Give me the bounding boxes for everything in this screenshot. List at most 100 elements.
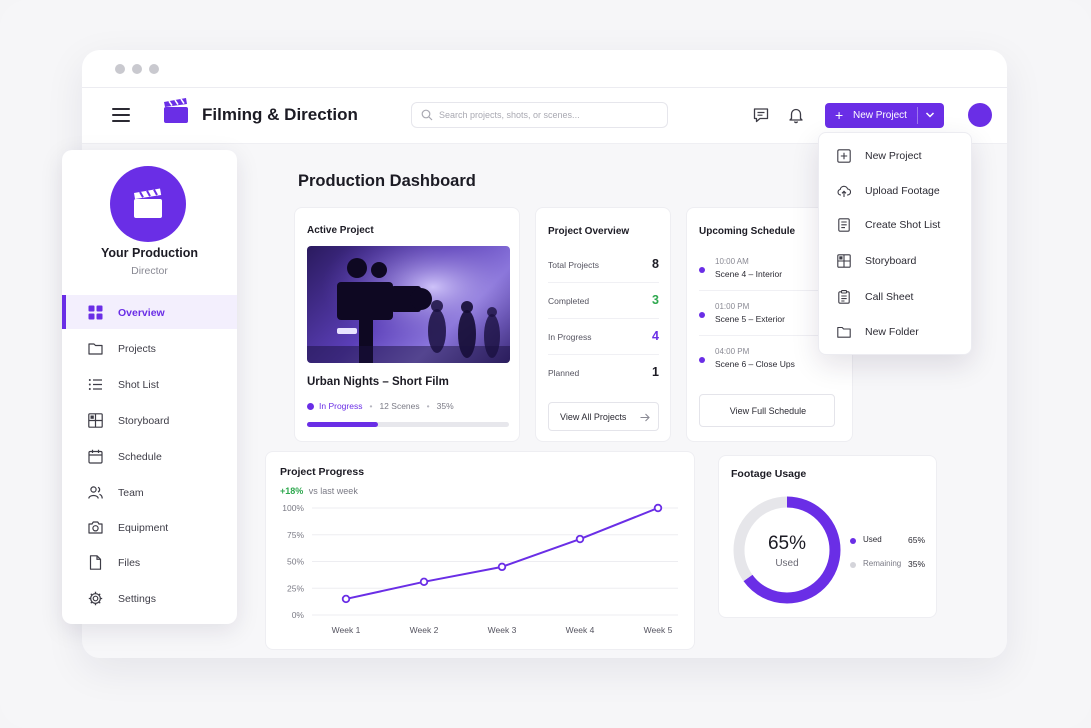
project-progress-bar (307, 422, 509, 427)
overview-row: Completed 3 (548, 283, 659, 319)
view-all-projects-button[interactable]: View All Projects (548, 402, 659, 431)
sidebar-item-label: Storyboard (118, 415, 170, 427)
new-project-button[interactable]: + New Project (825, 103, 944, 128)
legend-dot (850, 562, 856, 568)
progress-fill (307, 422, 378, 427)
legend-name: Used (863, 535, 882, 544)
button-label: View Full Schedule (729, 406, 807, 416)
y-tick-label: 50% (287, 557, 304, 567)
menu-item-new-folder[interactable]: New Folder (819, 315, 973, 349)
series-line (345, 507, 659, 600)
menu-item-call-sheet[interactable]: Call Sheet (819, 280, 973, 314)
schedule-scene: Scene 5 – Exterior (715, 314, 785, 324)
sidebar-item-settings[interactable]: Settings (62, 581, 237, 615)
sidebar-item-files[interactable]: Files (62, 545, 237, 579)
menu-item-storyboard[interactable]: Storyboard (819, 244, 973, 278)
plus-icon: + (835, 107, 844, 123)
window-dot[interactable] (132, 64, 142, 74)
list-icon (88, 379, 102, 390)
sidebar-item-storyboard[interactable]: Storyboard (62, 403, 237, 437)
menu-item-label: Storyboard (865, 255, 917, 267)
legend-name: Remaining (863, 559, 902, 568)
schedule-time: 04:00 PM (715, 347, 750, 356)
y-tick-label: 25% (287, 583, 304, 593)
sidebar-item-team[interactable]: Team (62, 475, 237, 509)
donut-chart (733, 496, 841, 604)
menu-item-label: Create Shot List (865, 219, 941, 231)
schedule-time: 10:00 AM (715, 257, 749, 266)
active-project-card: Active Project Urban Ni (294, 207, 520, 442)
project-meta: In Progress • 12 Scenes • 35% (307, 401, 454, 411)
project-name: Urban Nights – Short Film (307, 376, 449, 388)
message-icon[interactable] (752, 106, 770, 124)
data-point (341, 594, 351, 604)
sidebar-item-label: Projects (118, 343, 156, 355)
sidebar-item-projects[interactable]: Projects (62, 331, 237, 365)
overview-label: Planned (548, 368, 580, 378)
change-suffix: vs last week (308, 486, 358, 496)
card-title: Footage Usage (731, 468, 807, 480)
grid-icon (88, 305, 103, 320)
data-point (653, 503, 663, 513)
menu-item-new-project[interactable]: New Project (819, 139, 973, 173)
data-point (575, 534, 585, 544)
production-avatar (110, 166, 186, 242)
app-title: Filming & Direction (202, 105, 358, 124)
schedule-dot (699, 312, 705, 318)
overview-row: Total Projects 8 (548, 247, 659, 283)
chevron-down-icon[interactable] (925, 111, 935, 119)
progress-change: +18% vs last week (280, 486, 358, 496)
search-bar[interactable] (411, 102, 668, 128)
document-icon (838, 218, 850, 232)
scene-count: 12 Scenes (379, 401, 420, 411)
x-tick-label: Week 1 (332, 625, 361, 635)
sidebar-item-overview[interactable]: Overview (62, 295, 237, 329)
card-title: Active Project (307, 225, 374, 236)
legend-item: Remaining 35% (850, 559, 930, 571)
button-label: View All Projects (560, 412, 627, 422)
bell-icon[interactable] (787, 106, 805, 124)
folder-icon (88, 343, 103, 355)
legend-value: 35% (908, 559, 926, 569)
y-tick-label: 0% (292, 610, 305, 620)
avatar[interactable] (968, 103, 992, 127)
gear-icon (88, 591, 103, 606)
overview-label: Completed (548, 296, 590, 306)
sidebar: Your Production Director Overview Projec… (62, 150, 237, 624)
view-full-schedule-button[interactable]: View Full Schedule (699, 394, 835, 427)
clipboard-icon (838, 290, 850, 304)
line-chart: 0% 25% 50% 75% 100% Week 1 Week 2 Week 3 Week 4 W… (282, 503, 678, 635)
sidebar-item-label: Schedule (118, 451, 162, 463)
x-tick-label: Week 2 (410, 625, 439, 635)
hamburger-icon[interactable] (112, 107, 130, 123)
window-dot[interactable] (149, 64, 159, 74)
sidebar-item-schedule[interactable]: Schedule (62, 439, 237, 473)
sidebar-item-label: Shot List (118, 379, 159, 391)
card-title: Project Progress (280, 466, 365, 478)
sidebar-item-label: Files (118, 557, 141, 569)
menu-item-create-shot-list[interactable]: Create Shot List (819, 208, 973, 242)
new-project-dropdown: New Project Upload Footage Create Shot L… (818, 132, 972, 355)
production-name: Your Production (101, 246, 198, 260)
schedule-item[interactable]: 01:00 PM Scene 5 – Exterior (699, 302, 839, 342)
donut-center-label: Used (775, 558, 799, 569)
footage-usage-card: Footage Usage 65% Used Used 65% Remainin… (718, 455, 937, 618)
schedule-item[interactable]: 04:00 PM Scene 6 – Close Ups (699, 347, 839, 387)
team-icon (88, 486, 103, 499)
sidebar-item-equipment[interactable]: Equipment (62, 510, 237, 544)
overview-label: In Progress (548, 332, 592, 342)
storyboard-icon (88, 413, 103, 428)
search-input[interactable] (439, 106, 659, 124)
menu-item-label: New Project (865, 150, 922, 162)
data-point (419, 577, 429, 587)
schedule-item[interactable]: 10:00 AM Scene 4 – Interior (699, 257, 839, 297)
window-dot[interactable] (115, 64, 125, 74)
file-icon (89, 555, 102, 570)
menu-item-upload-footage[interactable]: Upload Footage (819, 174, 973, 208)
sidebar-item-shot-list[interactable]: Shot List (62, 367, 237, 401)
storyboard-icon (837, 254, 851, 268)
project-thumbnail[interactable] (307, 246, 510, 363)
sidebar-item-label: Team (118, 487, 144, 499)
menu-item-label: Call Sheet (865, 291, 914, 303)
sidebar-item-label: Equipment (118, 522, 169, 534)
